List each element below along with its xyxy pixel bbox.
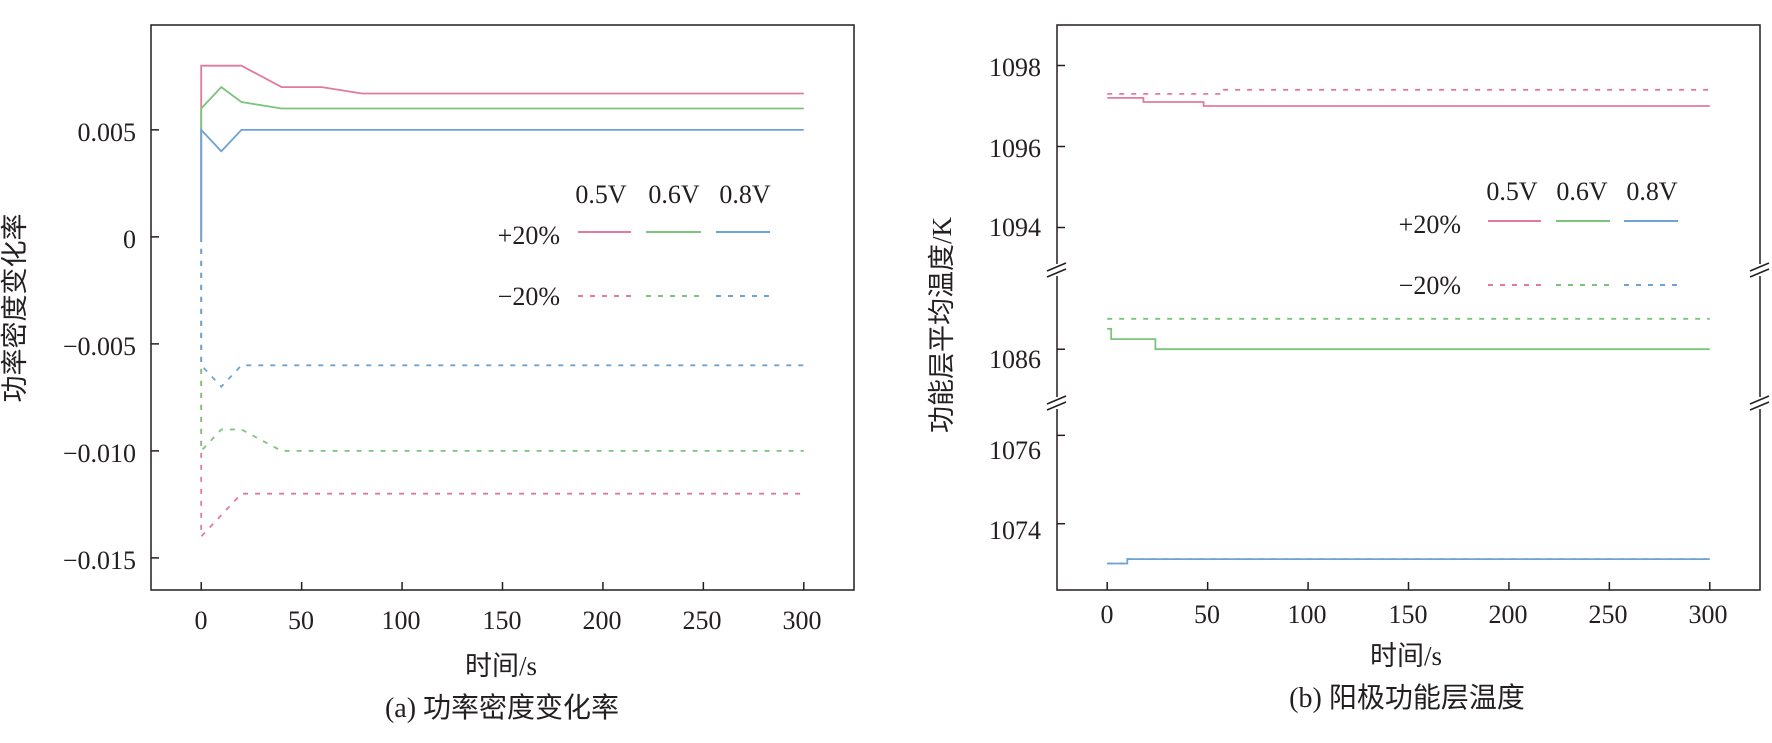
panel-b-series [1107, 88, 1710, 565]
y-tick-label: 0 [123, 225, 136, 254]
panel-b-x-tick-labels: 0 50 100 150 200 250 300 [1101, 600, 1728, 629]
x-tick-label: 150 [1389, 600, 1428, 629]
y-tick-label: 1094 [989, 213, 1041, 242]
panel-a-series [200, 64, 804, 539]
x-tick-label: 250 [1589, 600, 1628, 629]
y-tick-label: 1086 [989, 345, 1041, 374]
panel-b-plot-frame [1056, 24, 1761, 591]
legend-row-label: +20% [498, 221, 560, 250]
legend-column-label: 0.5V [575, 180, 627, 209]
x-tick-label: 150 [483, 606, 522, 635]
axis-break-mark [1749, 262, 1770, 278]
x-tick-label: 50 [288, 606, 314, 635]
series-line-0.6V-plus20 [1107, 327, 1710, 351]
x-tick-label: 200 [1489, 600, 1528, 629]
legend-column-label: 0.8V [719, 180, 771, 209]
y-tick-label: −0.010 [63, 439, 136, 468]
y-tick-label: 1074 [989, 516, 1041, 545]
panel-a-x-axis-label: 时间/s [465, 651, 537, 681]
panel-b-y-axis-label: 功能层平均温度/K [927, 216, 957, 433]
x-tick-label: 0 [1101, 600, 1114, 629]
axis-break-mark [1046, 262, 1067, 278]
series-line-0.6V-minus20 [200, 236, 804, 454]
y-tick-label: 1098 [989, 53, 1041, 82]
panel-b-legend: 0.5V 0.6V 0.8V +20% −20% [1399, 177, 1678, 300]
x-tick-label: 300 [1689, 600, 1728, 629]
y-tick-label: 0.005 [78, 118, 137, 147]
x-tick-label: 100 [1288, 600, 1327, 629]
panel-a-subtitle: (a) 功率密度变化率 [385, 692, 619, 724]
panel-b-subtitle: (b) 阳极功能层温度 [1289, 682, 1525, 714]
panel-a-ticks [151, 129, 805, 590]
y-tick-label: −0.015 [63, 546, 136, 575]
panel-a-y-axis-label: 功率密度变化率 [0, 214, 30, 403]
y-tick-label: 1076 [989, 436, 1041, 465]
series-line-0.6V-plus20 [200, 85, 804, 237]
series-line-0.8V-minus20 [1107, 558, 1710, 565]
series-line-0.8V-plus20 [200, 127, 804, 237]
legend-column-label: 0.8V [1626, 177, 1678, 206]
panel-b-axis-breaks [1046, 262, 1770, 411]
axis-break-mark [1749, 395, 1770, 411]
panel-a-legend: 0.5V 0.6V 0.8V +20% −20% [498, 180, 771, 311]
panel-b-x-axis-label: 时间/s [1370, 641, 1442, 671]
panel-b-y-tick-labels: 1098 1096 1094 1086 1076 1074 [989, 53, 1041, 545]
panel-b-ticks [1057, 64, 1711, 590]
legend-column-label: 0.6V [648, 180, 700, 209]
panel-a-x-tick-labels: 0 50 100 150 200 250 300 [195, 606, 822, 635]
legend-column-label: 0.6V [1556, 177, 1608, 206]
x-tick-label: 250 [683, 606, 722, 635]
panel-a-power-density-change-rate: 0.005 0 −0.005 −0.010 −0.015 0 50 100 15… [0, 24, 855, 724]
x-tick-label: 0 [195, 606, 208, 635]
series-line-0.8V-minus20 [200, 236, 804, 389]
series-line-0.5V-minus20 [1107, 88, 1710, 95]
x-tick-label: 200 [583, 606, 622, 635]
x-tick-label: 100 [382, 606, 421, 635]
series-line-0.5V-plus20 [1107, 97, 1710, 107]
y-tick-label: 1096 [989, 134, 1041, 163]
legend-column-label: 0.5V [1486, 177, 1538, 206]
series-line-0.5V-plus20 [200, 64, 804, 237]
series-line-0.5V-minus20 [200, 236, 804, 539]
legend-row-label: −20% [498, 282, 560, 311]
panel-a-y-tick-labels: 0.005 0 −0.005 −0.010 −0.015 [63, 118, 136, 575]
legend-row-label: +20% [1399, 210, 1461, 239]
x-tick-label: 300 [783, 606, 822, 635]
x-tick-label: 50 [1194, 600, 1220, 629]
y-tick-label: −0.005 [63, 332, 136, 361]
legend-row-label: −20% [1399, 271, 1461, 300]
panel-b-anode-functional-layer-temperature: 1098 1096 1094 1086 1076 1074 0 50 100 1… [927, 24, 1770, 714]
axis-break-mark [1046, 395, 1067, 411]
